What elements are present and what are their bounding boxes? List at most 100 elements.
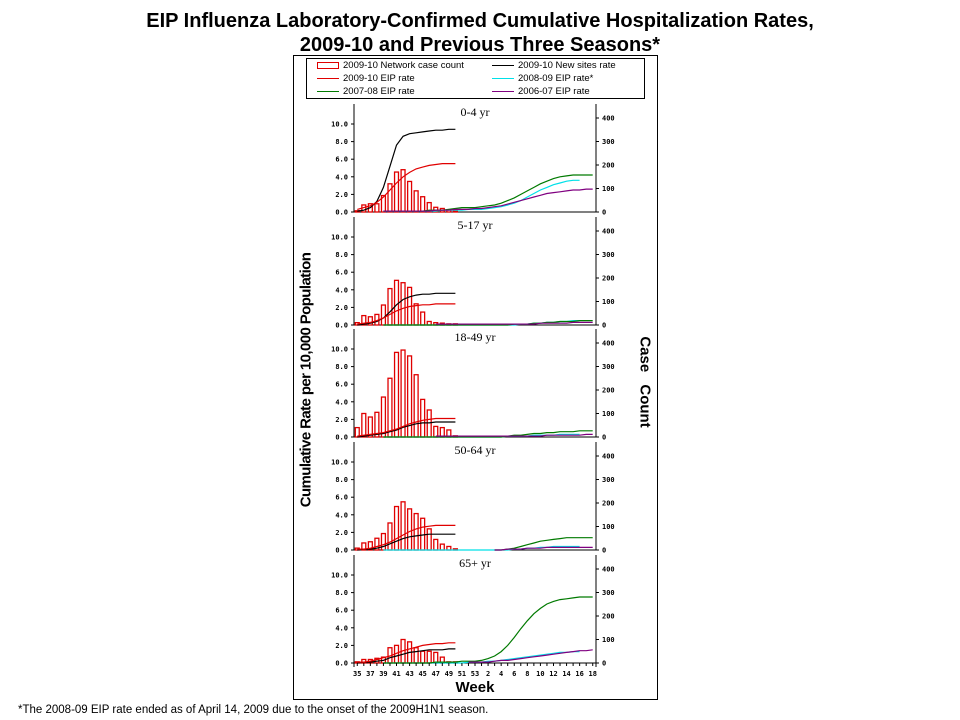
panel-title: 50-64 yr: [455, 443, 496, 457]
series-line-2009-10-new-sites-rate: [357, 533, 456, 551]
case-count-bar: [380, 532, 387, 551]
y-tick-label-left: 4.0: [335, 173, 348, 181]
y-tick-label-left: 10.0: [331, 346, 348, 354]
y-tick-label-left: 8.0: [335, 251, 348, 259]
y-tick-label-right: 400: [602, 115, 615, 123]
series-line-2006-07-eip-rate: [494, 546, 593, 551]
case-count-bar: [374, 203, 380, 213]
legend-swatch: [492, 91, 514, 92]
chart-frame: [293, 55, 658, 700]
case-count-bar: [420, 517, 426, 551]
y-tick-label-right: 400: [602, 566, 615, 574]
x-tick-label: 39: [379, 670, 387, 678]
series-line-2009-10-eip-rate: [357, 163, 456, 210]
y-tick-label-right: 300: [602, 251, 615, 259]
series-line-2006-07-eip-rate: [383, 188, 593, 212]
x-tick-label: 10: [536, 670, 544, 678]
case-count-bar: [380, 304, 387, 326]
y-tick-label-right: 200: [602, 613, 615, 621]
case-count-bar: [420, 196, 426, 213]
series-line-2009-10-eip-rate: [357, 524, 456, 550]
case-count-bar: [367, 541, 373, 551]
case-count-bar: [413, 512, 419, 551]
case-count-bar: [433, 538, 439, 551]
x-tick-label: 41: [392, 670, 400, 678]
y-tick-label-right: 400: [602, 453, 615, 461]
y-tick-label-left: 0.0: [335, 209, 348, 217]
legend-item-network-case-count: 2009-10 Network case count: [317, 60, 464, 71]
y-tick-label-left: 2.0: [335, 529, 348, 537]
case-count-bar: [406, 180, 413, 213]
y-tick-label-right: 100: [602, 298, 615, 306]
y-tick-label-left: 6.0: [335, 156, 348, 164]
y-tick-label-left: 4.0: [335, 398, 348, 406]
case-count-bar: [367, 316, 373, 326]
case-count-bar: [393, 171, 400, 213]
series-line-2009-10-new-sites-rate: [357, 292, 456, 326]
legend-swatch: [492, 78, 514, 79]
case-count-bar: [374, 537, 380, 551]
legend-swatch: [317, 78, 339, 79]
series-line-2006-07-eip-rate: [435, 321, 593, 325]
y-tick-label-left: 10.0: [331, 121, 348, 129]
y-tick-label-left: 2.0: [335, 304, 348, 312]
legend-label: 2009-10 EIP rate: [343, 73, 415, 84]
legend-item-2009-10-eip-rate: 2009-10 EIP rate: [317, 73, 415, 84]
y-tick-label-left: 4.0: [335, 511, 348, 519]
y-tick-label-left: 4.0: [335, 286, 348, 294]
x-tick-label: 43: [405, 670, 413, 678]
case-count-bar: [393, 279, 400, 326]
case-count-bar: [452, 210, 458, 213]
y-tick-label-right: 100: [602, 636, 615, 644]
case-count-bar: [374, 411, 380, 438]
y-tick-label-left: 2.0: [335, 416, 348, 424]
series-line-2007-08-eip-rate: [383, 320, 593, 326]
y-tick-label-right: 400: [602, 340, 615, 348]
case-count-bar: [433, 425, 439, 438]
y-tick-label-left: 6.0: [335, 607, 348, 615]
series-line-2008-09-eip-rate: [383, 651, 580, 664]
panel-title: 65+ yr: [459, 556, 491, 570]
panel-title: 5-17 yr: [458, 218, 493, 232]
case-count-bar: [387, 183, 393, 213]
case-count-bar: [413, 190, 419, 213]
case-count-bar: [426, 528, 432, 551]
legend-swatch: [317, 62, 339, 69]
case-count-bar: [354, 426, 360, 438]
y-tick-label-right: 300: [602, 476, 615, 484]
case-count-bar: [400, 349, 406, 438]
case-count-bar: [393, 351, 400, 438]
legend-label: 2009-10 New sites rate: [518, 60, 616, 71]
y-tick-label-right: 200: [602, 500, 615, 508]
y-tick-label-left: 4.0: [335, 624, 348, 632]
case-count-bar: [426, 201, 432, 213]
y-tick-label-right: 100: [602, 523, 615, 531]
case-count-bar: [400, 169, 406, 213]
case-count-bar: [420, 398, 426, 438]
y-tick-label-right: 100: [602, 410, 615, 418]
x-tick-label: 2: [486, 670, 490, 678]
footnote: *The 2008-09 EIP rate ended as of April …: [18, 704, 489, 716]
case-count-bar: [400, 501, 406, 551]
case-count-bar: [380, 396, 387, 438]
y-tick-label-left: 0.0: [335, 322, 348, 330]
x-tick-label: 8: [525, 670, 529, 678]
case-count-bar: [413, 647, 419, 664]
case-count-bar: [380, 194, 387, 213]
legend-label: 2009-10 Network case count: [343, 60, 464, 71]
series-line-2006-07-eip-rate: [435, 433, 593, 437]
case-count-bar: [387, 377, 393, 438]
x-tick-label: 45: [418, 670, 426, 678]
legend-swatch: [317, 91, 339, 92]
legend: 2009-10 Network case count 2009-10 New s…: [306, 58, 645, 99]
y-tick-label-left: 8.0: [335, 363, 348, 371]
x-tick-label: 53: [471, 670, 479, 678]
series-line-2007-08-eip-rate: [383, 430, 593, 438]
case-count-bar: [387, 287, 393, 326]
y-tick-label-right: 400: [602, 228, 615, 236]
y-tick-label-left: 10.0: [331, 572, 348, 580]
y-tick-label-right: 0: [602, 434, 606, 442]
x-tick-label: 16: [575, 670, 583, 678]
x-tick-label: 12: [549, 670, 557, 678]
